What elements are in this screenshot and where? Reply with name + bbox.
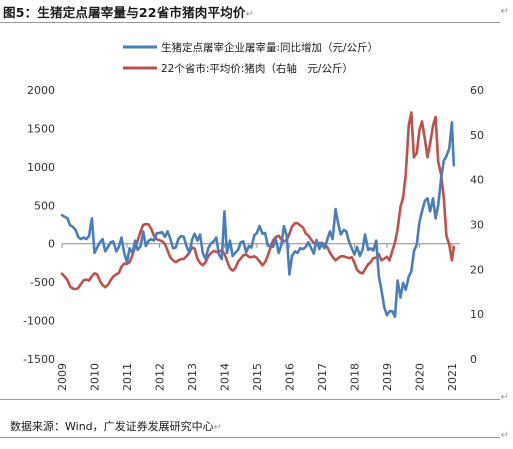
x-tick-label: 2015 xyxy=(251,363,264,391)
y-right-tick-label: 30 xyxy=(470,219,484,232)
series-line-slaughter xyxy=(60,121,456,318)
x-tick-label: 2012 xyxy=(153,363,166,391)
y-left-tick-label: -500 xyxy=(30,276,55,289)
y-left-tick-label: 1500 xyxy=(27,122,55,135)
legend-label-slaughter: 生猪定点屠宰企业屠宰量:同比增加（元/公斤） xyxy=(161,41,378,54)
chart-title: 图5：生猪定点屠宰量与22省市猪肉平均价↵ xyxy=(3,5,255,20)
x-tick-label: 2017 xyxy=(316,363,329,391)
y-right-tick-label: 50 xyxy=(470,129,484,142)
y-left-tick-label: -1500 xyxy=(23,353,55,366)
x-tick-label: 2019 xyxy=(381,363,394,391)
x-tick-label: 2021 xyxy=(446,363,459,391)
paragraph-mark-icon: ↵ xyxy=(213,422,223,433)
x-tick-label: 2018 xyxy=(348,363,361,391)
y-left-tick-label: 500 xyxy=(34,199,55,212)
source-note: 数据来源：Wind，广发证券发展研究中心↵ xyxy=(10,420,223,433)
paragraph-mark-icon: ↵ xyxy=(500,430,509,441)
x-tick-label: 2016 xyxy=(283,363,296,391)
y-right-tick-label: 20 xyxy=(470,263,484,276)
paragraph-mark-icon: ↵ xyxy=(245,9,255,20)
legend-label-price: 22个省市:平均价:猪肉（右轴 元/公斤） xyxy=(161,62,353,75)
y-left-tick-label: 2000 xyxy=(27,84,55,97)
y-right-tick-label: 60 xyxy=(470,84,484,97)
y-left-tick-label: 1000 xyxy=(27,161,55,174)
paragraph-mark-icon: ↵ xyxy=(500,6,509,17)
y-left-tick-label: -1000 xyxy=(23,315,55,328)
chart-axes: 2009 2010 2011 2012 2013 2014 2015 2016 2017 2018… xyxy=(23,84,484,391)
x-tick-label: 2013 xyxy=(186,363,199,391)
y-left-tick-label: 0 xyxy=(48,238,55,251)
paragraph-mark-icon: ↵ xyxy=(500,392,509,403)
chart-lines xyxy=(60,111,456,318)
top-divider xyxy=(0,22,500,23)
footer-divider xyxy=(0,437,500,438)
x-tick-label: 2009 xyxy=(56,363,69,391)
y-right-tick-label: 10 xyxy=(470,308,484,321)
x-tick-label: 2011 xyxy=(121,363,134,391)
x-tick-label: 2010 xyxy=(88,363,101,391)
chart-legend: 生猪定点屠宰企业屠宰量:同比增加（元/公斤） 22个省市:平均价:猪肉（右轴 元… xyxy=(123,41,378,75)
bottom-divider xyxy=(0,399,500,400)
series-line-price xyxy=(60,111,456,291)
x-tick-label: 2020 xyxy=(413,363,426,391)
x-tick-label: 2014 xyxy=(218,363,231,391)
y-right-tick-label: 0 xyxy=(470,353,477,366)
y-right-tick-label: 40 xyxy=(470,174,484,187)
